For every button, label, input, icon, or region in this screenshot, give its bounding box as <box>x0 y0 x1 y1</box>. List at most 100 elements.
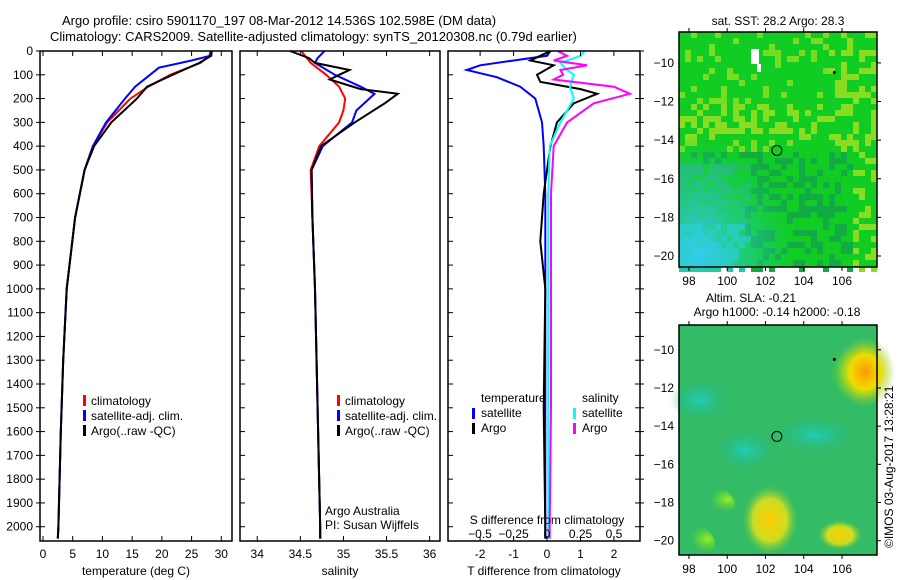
legend-swatch <box>472 408 475 419</box>
map-cell <box>709 134 715 140</box>
x-tick-label: 0 <box>40 547 47 561</box>
map-cell <box>685 200 691 206</box>
map-cell <box>841 110 847 116</box>
y-tick-label: 1400 <box>6 377 33 391</box>
map-cell <box>691 236 697 242</box>
map-cell <box>859 266 865 272</box>
map-cell <box>871 266 877 272</box>
map-cell <box>871 86 877 92</box>
map-cell <box>769 50 775 56</box>
map-cell <box>745 236 751 242</box>
map-cell <box>823 218 829 224</box>
y-tick-label: −18 <box>654 210 675 224</box>
map-cell <box>859 152 865 158</box>
map-cell <box>793 182 799 188</box>
map-cell <box>823 44 829 50</box>
map-cell <box>739 206 745 212</box>
map-cell <box>799 164 805 170</box>
map-cell <box>769 140 775 146</box>
map-cell <box>775 128 781 134</box>
map-cell <box>787 56 793 62</box>
map-cell <box>775 122 781 128</box>
map-cell <box>739 266 745 272</box>
map-cell <box>841 152 847 158</box>
map-cell <box>709 242 715 248</box>
map-cell <box>799 158 805 164</box>
map-cell <box>709 170 715 176</box>
map-cell <box>871 254 877 260</box>
legend-swatch <box>83 425 86 436</box>
map-cell <box>721 236 727 242</box>
map-cell <box>853 218 859 224</box>
map-cell <box>805 176 811 182</box>
x-tick-label: 106 <box>832 562 852 576</box>
map-cell <box>691 170 697 176</box>
map-cell <box>685 170 691 176</box>
map-cell <box>841 230 847 236</box>
map-cell <box>751 152 757 158</box>
map-cell <box>853 122 859 128</box>
map-cell <box>685 164 691 170</box>
map-cell <box>799 134 805 140</box>
map-cell <box>841 86 847 92</box>
map-cell <box>739 224 745 230</box>
map-cell <box>775 182 781 188</box>
map-cell <box>871 122 877 128</box>
map-cell <box>853 260 859 266</box>
figure-title-line2: Climatology: CARS2009. Satellite-adjuste… <box>50 29 577 44</box>
y-tick-label: 700 <box>13 211 33 225</box>
copyright-label: ©IMOS 03-Aug-2017 13:28:21 <box>882 385 896 548</box>
map-cell <box>811 230 817 236</box>
map-cell <box>847 44 853 50</box>
map-cell <box>817 170 823 176</box>
map-cell <box>745 152 751 158</box>
map-cell <box>769 128 775 134</box>
y-tick-label: −18 <box>654 496 675 510</box>
map-cell <box>871 50 877 56</box>
map-cell <box>757 236 763 242</box>
x-axis-label: salinity <box>322 564 359 578</box>
map-cell <box>847 134 853 140</box>
map-cell <box>685 254 691 260</box>
x-axis-label: T difference from climatology <box>467 564 621 578</box>
map-cell <box>745 212 751 218</box>
map-cell <box>745 98 751 104</box>
map-cell <box>757 176 763 182</box>
map-cell <box>733 230 739 236</box>
map-cell <box>757 194 763 200</box>
map-cell <box>715 182 721 188</box>
map-cell <box>835 92 841 98</box>
map-shade <box>679 32 877 267</box>
legend-label: climatology <box>345 394 405 408</box>
map-cell <box>793 152 799 158</box>
y-tick-label: 500 <box>13 163 33 177</box>
y-tick-label: 1900 <box>6 496 33 510</box>
map-cell <box>739 104 745 110</box>
map-cell <box>697 182 703 188</box>
map-cell <box>841 224 847 230</box>
map-cell <box>853 146 859 152</box>
map-cell <box>811 128 817 134</box>
map-cell <box>709 50 715 56</box>
map-cell <box>841 140 847 146</box>
map-cell <box>775 158 781 164</box>
argo-position-marker <box>771 430 783 442</box>
map-cell <box>709 248 715 254</box>
map-cell <box>715 164 721 170</box>
map-cell <box>871 134 877 140</box>
map-cell <box>823 182 829 188</box>
map-cell <box>709 206 715 212</box>
map-cell <box>709 152 715 158</box>
map-cell <box>811 194 817 200</box>
map-cell <box>739 122 745 128</box>
map-cell <box>841 206 847 212</box>
map-cell <box>781 158 787 164</box>
map-cell <box>817 104 823 110</box>
map-cell <box>847 110 853 116</box>
map-cell <box>853 92 859 98</box>
plot-frame <box>447 50 641 542</box>
map-cell <box>835 140 841 146</box>
map-cell <box>709 98 715 104</box>
map-cell <box>787 158 793 164</box>
map-cell <box>829 152 835 158</box>
